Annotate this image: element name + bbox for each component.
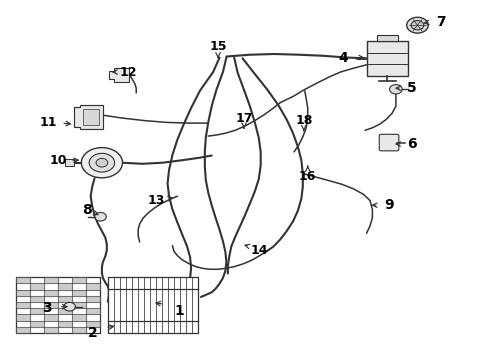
- Polygon shape: [30, 283, 44, 289]
- Bar: [367, 41, 408, 76]
- Circle shape: [81, 148, 122, 178]
- Polygon shape: [74, 105, 103, 129]
- Polygon shape: [109, 68, 129, 82]
- Polygon shape: [73, 302, 86, 308]
- Text: 6: 6: [407, 137, 416, 151]
- Text: 15: 15: [209, 40, 227, 53]
- Polygon shape: [16, 277, 30, 283]
- Text: 12: 12: [120, 66, 137, 78]
- Text: 16: 16: [299, 170, 317, 183]
- Polygon shape: [44, 327, 58, 333]
- Polygon shape: [16, 327, 30, 333]
- Bar: [377, 35, 398, 41]
- Polygon shape: [16, 302, 30, 308]
- Polygon shape: [30, 308, 44, 314]
- Polygon shape: [86, 283, 100, 289]
- Polygon shape: [73, 277, 86, 283]
- Circle shape: [390, 85, 402, 94]
- Text: 2: 2: [88, 326, 98, 340]
- Circle shape: [96, 158, 108, 167]
- Polygon shape: [73, 289, 86, 296]
- FancyBboxPatch shape: [379, 134, 399, 151]
- Bar: [83, 109, 99, 125]
- Circle shape: [411, 21, 424, 30]
- Polygon shape: [58, 321, 73, 327]
- Text: 9: 9: [385, 198, 394, 212]
- Polygon shape: [73, 327, 86, 333]
- Circle shape: [407, 17, 428, 33]
- Polygon shape: [44, 277, 58, 283]
- Polygon shape: [86, 296, 100, 302]
- Text: 1: 1: [174, 305, 184, 318]
- Text: 5: 5: [407, 81, 416, 95]
- Polygon shape: [58, 308, 73, 314]
- Text: 8: 8: [82, 203, 92, 216]
- Bar: [108, 277, 198, 333]
- Polygon shape: [44, 289, 58, 296]
- Circle shape: [64, 302, 75, 311]
- Text: 14: 14: [251, 244, 269, 257]
- Text: 3: 3: [42, 301, 51, 315]
- Polygon shape: [30, 321, 44, 327]
- Text: 10: 10: [49, 154, 67, 167]
- Bar: [16, 277, 100, 333]
- Polygon shape: [86, 308, 100, 314]
- Polygon shape: [58, 283, 73, 289]
- Text: 13: 13: [147, 194, 165, 207]
- Polygon shape: [16, 289, 30, 296]
- Polygon shape: [73, 314, 86, 321]
- Polygon shape: [44, 314, 58, 321]
- Polygon shape: [44, 302, 58, 308]
- Text: 18: 18: [295, 114, 313, 127]
- Text: 4: 4: [338, 51, 348, 64]
- Circle shape: [95, 212, 106, 221]
- Text: 11: 11: [39, 116, 57, 129]
- Text: 17: 17: [235, 112, 253, 125]
- Text: 7: 7: [436, 15, 446, 28]
- Circle shape: [89, 153, 115, 172]
- Bar: [65, 159, 74, 166]
- Polygon shape: [16, 314, 30, 321]
- Polygon shape: [30, 296, 44, 302]
- Polygon shape: [58, 296, 73, 302]
- Polygon shape: [86, 321, 100, 327]
